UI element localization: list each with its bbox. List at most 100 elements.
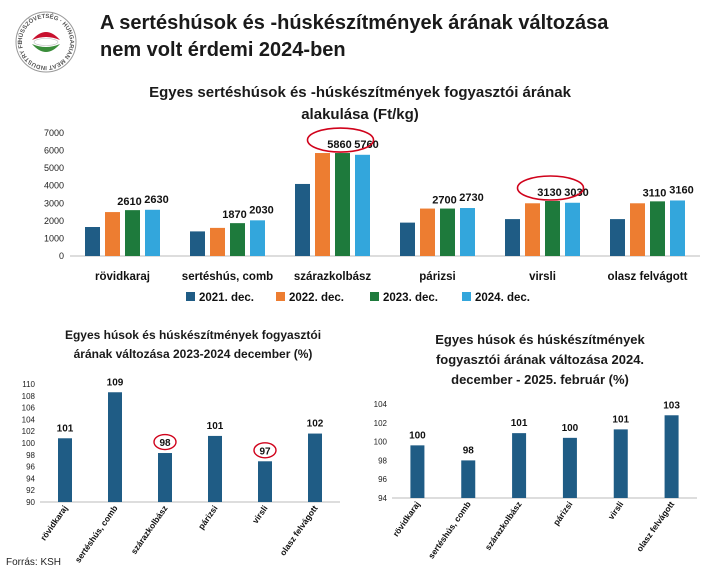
data-label: 1870 [222,209,246,221]
y-tick-label: 90 [26,498,35,507]
category-label: sertéshús, comb [182,271,273,283]
chart1-title-line: alakulása (Ft/kg) [301,106,419,123]
y-tick-label: 5000 [44,163,64,173]
chart3-change-bars: 94 96 98 100 102 104 100 rövidkaraj 98 sertéshús,… [374,400,697,560]
y-tick-label: 98 [26,451,35,460]
chart1-title-line: Egyes sertéshúsok és -húskészítmények fo… [149,84,571,101]
category-label: virsli [529,271,556,283]
y-tick-label: 4000 [44,181,64,191]
bar [145,209,160,256]
category-label: sertéshús, comb [426,499,473,560]
data-label: 103 [663,400,680,411]
chart3-title-line: Egyes húsok és húskészítmények [435,332,645,347]
legend-swatch [370,292,379,301]
bar [158,453,172,502]
data-label: 3160 [669,184,693,196]
y-tick-label: 96 [378,475,387,484]
chart1-price-bars: 0 1000 2000 3000 4000 5000 6000 7000 2610 2630 röv… [44,127,700,304]
bar [105,212,120,256]
bar [670,200,685,256]
bar [440,208,455,256]
bar [525,203,540,256]
data-label: 3130 [537,187,561,199]
legend-label: 2021. dec. [199,292,254,304]
highlight-circle [516,175,585,201]
y-tick-label: 7000 [44,128,64,138]
category-label: rövidkaraj [95,271,150,283]
bar [410,445,425,498]
legend-label: 2023. dec. [383,292,438,304]
chart2-change-bars: 90 92 94 96 98 100 102 104 106 108 110 101 rövidkara… [22,377,340,564]
highlight-circle [153,433,177,451]
y-tick-label: 96 [26,463,35,472]
legend-label: 2022. dec. [289,292,344,304]
y-tick-label: 98 [378,456,387,465]
y-tick-label: 94 [26,474,35,483]
bar [335,153,350,256]
category-label: szárazkolbász [294,271,372,283]
y-tick-label: 104 [22,415,36,424]
logo-green-leaf [32,44,60,52]
data-label: 2030 [249,204,273,216]
data-label: 101 [511,418,528,429]
data-label: 3110 [643,187,667,199]
bar [190,231,205,256]
data-label: 2730 [459,192,483,204]
data-label: 101 [207,421,224,432]
data-label: 98 [159,438,171,449]
bar [420,208,435,256]
category-label: virsli [250,503,270,525]
bar [460,208,475,256]
y-tick-label: 100 [374,438,388,447]
category-label: olasz felvágott [278,503,320,557]
hussszovetseg-logo: HÚSSZÖVETSÉG · HUNGARIAN MEAT INDUSTRY F… [14,10,77,73]
y-tick-label: 102 [22,427,36,436]
bar [461,460,476,498]
bar [210,227,225,256]
legend-swatch [276,292,285,301]
highlight-circle [306,127,375,153]
bar [512,433,527,498]
headline-line-1: A sertéshúsok és -húskészítmények árának… [100,12,609,34]
category-label: olasz felvágott [608,271,688,283]
chart3-title-line: fogyasztói árának változása 2024. [435,352,645,367]
chart2-title-line: Egyes húsok és húskészítmények fogyasztó… [64,328,322,342]
category-label: szárazkolbász [129,503,170,556]
bar [295,183,310,256]
bar [650,201,665,256]
chart2-title: Egyes húsok és húskészítmények fogyasztó… [28,326,358,364]
data-label: 101 [612,414,629,425]
bar [250,220,265,256]
page-headline: A sertéshúsok és -húskészítmények árának… [100,10,700,64]
chart2-title-line: árának változása 2023-2024 december (%) [73,347,313,361]
category-label: szárazkolbász [483,499,524,552]
category-label: virsli [606,499,626,521]
data-label: 2700 [432,195,456,207]
bar [664,415,679,498]
bar [208,435,222,502]
bar [505,219,520,256]
data-label: 2610 [117,196,141,208]
bar [565,202,580,256]
bar [258,461,272,502]
category-label: párizsi [196,503,220,531]
bar [58,438,72,502]
category-label: olasz felvágott [634,499,676,553]
y-tick-label: 104 [374,400,388,409]
y-tick-label: 3000 [44,198,64,208]
data-label: 2630 [144,194,168,206]
bar [400,222,415,256]
category-label: sertéshús, comb [73,503,120,564]
data-label: 5760 [354,139,378,151]
legend-swatch [186,292,195,301]
data-label: 5860 [327,139,351,151]
y-tick-label: 0 [59,251,64,261]
bar [610,219,625,256]
y-tick-label: 1000 [44,233,64,243]
bar [85,227,100,256]
data-label: 102 [307,419,324,430]
y-tick-label: 92 [26,486,35,495]
data-label: 98 [463,445,475,456]
legend-label: 2024. dec. [475,292,530,304]
y-tick-label: 2000 [44,216,64,226]
